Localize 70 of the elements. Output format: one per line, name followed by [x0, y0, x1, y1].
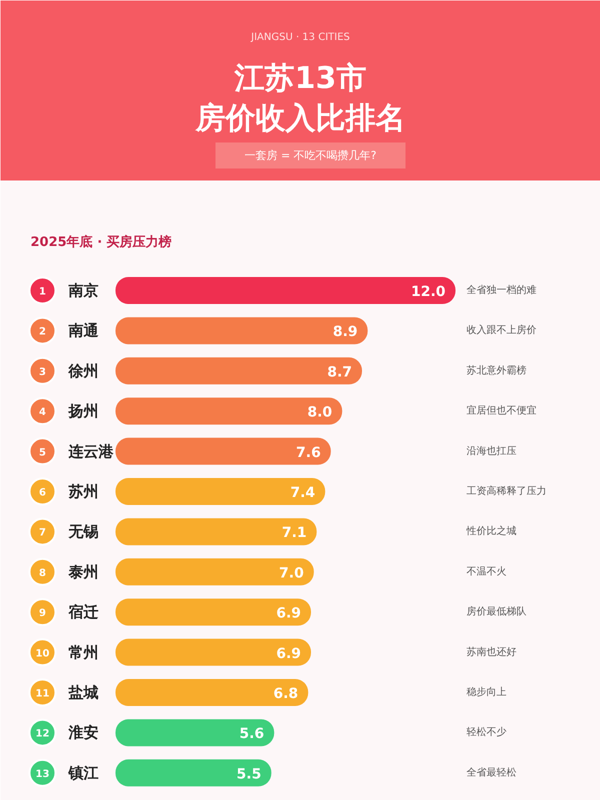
bar [116, 759, 272, 786]
text: 沿海也扛压 [466, 444, 516, 457]
text: 6 [39, 488, 46, 498]
bar [116, 277, 456, 304]
text: 稳步向上 [466, 686, 506, 698]
text: 3 [39, 366, 46, 378]
text: 房价收入比排名 [194, 101, 406, 136]
text: 13 [36, 768, 50, 780]
text: 11 [36, 688, 50, 700]
data-label: 6.9 [276, 606, 302, 622]
text: 2025年底 · 买房压力榜 [30, 234, 172, 250]
chart-title: 江苏13市 [234, 61, 366, 96]
text: 7 [39, 528, 46, 539]
data-label: 7.1 [282, 525, 307, 542]
bar [116, 679, 308, 706]
data-label: 7.6 [296, 444, 321, 461]
bar [116, 478, 326, 505]
text: 苏北意外霸榜 [466, 364, 526, 376]
bar [116, 598, 311, 626]
bar [116, 638, 311, 666]
text: 房价最低梯队 [466, 606, 526, 618]
text: 8 [39, 568, 46, 579]
bar [116, 357, 362, 384]
text: 全省独一档的难 [466, 284, 536, 296]
data-label: 7.4 [290, 485, 316, 501]
y-tick-label: 泰州 [68, 562, 98, 581]
text: 1 [39, 286, 46, 298]
text: 苏南也还好 [466, 646, 516, 658]
y-tick-label: 无锡 [68, 522, 98, 541]
text: 不温不火 [466, 565, 506, 578]
y-tick-label: 盐城 [68, 684, 98, 702]
data-label: 8.0 [307, 404, 332, 421]
data-label: 8.7 [327, 364, 352, 380]
y-tick-label: 淮安 [68, 724, 98, 742]
bar [116, 317, 368, 344]
data-label: 8.9 [332, 324, 358, 340]
text: JIANGSU · 13 CITIES [250, 32, 350, 43]
text: 宜居但也不便宜 [466, 404, 536, 417]
data-label: 7.0 [279, 565, 304, 582]
text: 轻松不少 [466, 726, 506, 738]
text: 5 [39, 447, 46, 458]
y-tick-label: 宿迁 [68, 603, 98, 622]
y-tick-label: 镇江 [68, 764, 98, 782]
y-tick-label: 南京 [68, 282, 98, 300]
data-label: 5.6 [239, 726, 264, 742]
text: 12 [36, 728, 50, 740]
text: 全省最轻松 [466, 766, 516, 778]
chart-subtitle: 一套房 = 不吃不喝攒几年? [244, 149, 377, 162]
y-tick-label: 徐州 [68, 362, 98, 380]
y-tick-label: 南通 [68, 322, 100, 340]
text: 4 [39, 407, 46, 418]
text: 2 [39, 326, 46, 338]
bar [116, 719, 274, 746]
y-tick-label: 连云港 [68, 442, 114, 460]
bar [116, 398, 342, 425]
text: 性价比之城 [466, 525, 516, 538]
text: 收入跟不上房价 [466, 324, 536, 336]
text: 10 [36, 648, 50, 660]
y-tick-label: 扬州 [68, 402, 98, 420]
text: 工资高稀释了压力 [466, 485, 546, 497]
data-label: 12.0 [410, 284, 446, 300]
data-label: 5.5 [236, 766, 262, 782]
data-label: 6.9 [276, 646, 302, 662]
bar [116, 558, 314, 586]
y-tick-label: 常州 [68, 643, 98, 662]
data-label: 6.8 [273, 686, 298, 702]
y-tick-label: 苏州 [68, 482, 98, 500]
text: 9 [39, 608, 46, 620]
bar [116, 438, 331, 465]
bar [116, 518, 317, 546]
